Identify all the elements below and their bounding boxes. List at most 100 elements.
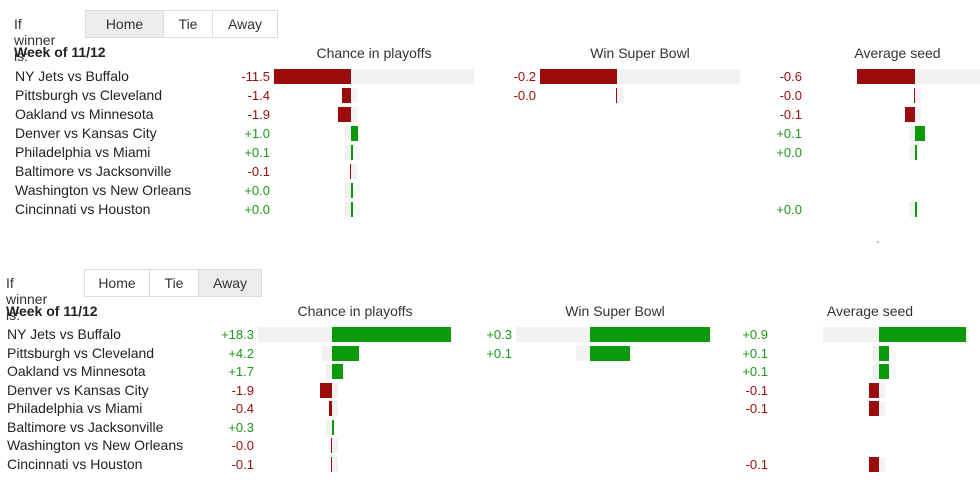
change-bar (879, 364, 889, 379)
bar-track (345, 183, 353, 198)
change-value: -0.1 (745, 456, 768, 472)
game-label: Washington vs New Orleans (15, 182, 192, 198)
change-value: -11.5 (241, 69, 270, 84)
change-bar (332, 364, 344, 379)
change-value: +0.3 (228, 419, 254, 435)
bar-track (909, 202, 917, 217)
bar-track (615, 88, 623, 103)
change-value: -0.0 (779, 88, 802, 103)
bar-track (326, 419, 334, 435)
change-bar (273, 69, 351, 84)
game-label: Cincinnati vs Houston (15, 201, 151, 217)
change-bar (329, 401, 332, 416)
column-header-0: Chance in playoffs (316, 45, 432, 61)
change-value: -0.4 (231, 401, 254, 416)
change-value: -0.0 (513, 88, 536, 103)
change-bar (349, 164, 351, 179)
change-value: -0.1 (231, 456, 254, 472)
change-bar (879, 327, 967, 342)
toggle-label: If winner is: (14, 16, 56, 64)
change-bar (869, 401, 879, 416)
change-bar (319, 382, 332, 398)
bar-track (330, 456, 338, 472)
change-bar (332, 419, 334, 435)
change-bar (332, 327, 451, 342)
change-bar (905, 107, 915, 122)
column-header-2: Average seed (854, 45, 941, 61)
game-label: Baltimore vs Jacksonville (15, 163, 172, 179)
change-bar (879, 345, 889, 361)
column-header-1: Win Super Bowl (590, 45, 690, 61)
toggle-label: If winner is: (6, 275, 48, 323)
change-value: +4.2 (228, 345, 254, 361)
change-bar (915, 202, 917, 217)
game-label: Philadelphia vs Miami (15, 144, 151, 160)
change-bar (351, 183, 353, 198)
change-value: -0.0 (231, 438, 254, 453)
column-header-1: Win Super Bowl (565, 303, 665, 319)
change-value: +18.3 (221, 327, 254, 342)
column-header-2: Average seed (826, 303, 914, 319)
winner-option-away-button[interactable]: Away (199, 269, 262, 297)
change-bar (590, 327, 710, 342)
game-label: Denver vs Kansas City (15, 125, 157, 141)
change-bar (351, 145, 353, 160)
change-value: +0.1 (244, 145, 270, 160)
change-value: +0.1 (742, 345, 768, 361)
change-bar (913, 88, 915, 103)
change-value: -0.1 (247, 164, 270, 179)
bar-track (913, 88, 921, 103)
change-value: +0.0 (244, 183, 270, 198)
winner-option-home-button[interactable]: Home (84, 269, 150, 297)
change-value: +0.1 (776, 126, 802, 141)
game-label: NY Jets vs Buffalo (7, 326, 121, 342)
game-label: Pittsburgh vs Cleveland (15, 87, 163, 103)
week-title: Week of 11/12 (6, 303, 98, 319)
winner-option-tie-button[interactable]: Tie (164, 10, 213, 38)
game-label: Oakland vs Minnesota (7, 363, 146, 379)
change-bar (590, 345, 630, 361)
change-bar (869, 456, 879, 472)
scroll-marker (877, 241, 879, 243)
change-bar (330, 456, 332, 472)
change-bar (915, 145, 917, 160)
change-value: +1.0 (244, 126, 270, 141)
change-value: -0.1 (779, 107, 802, 122)
game-label: Cincinnati vs Houston (7, 455, 143, 472)
change-bar (615, 88, 617, 103)
winner-option-tie-button[interactable]: Tie (150, 269, 199, 297)
change-bar (915, 126, 925, 141)
change-bar (351, 126, 358, 141)
change-bar (856, 69, 915, 84)
change-value: -0.1 (745, 401, 768, 416)
bar-track (909, 145, 917, 160)
change-bar (869, 382, 879, 398)
game-label: Denver vs Kansas City (7, 381, 149, 398)
change-bar (332, 345, 360, 361)
bar-track (349, 164, 357, 179)
change-value: +0.3 (486, 327, 512, 342)
bar-track (345, 145, 353, 160)
week-title: Week of 11/12 (14, 44, 106, 60)
bar-track (329, 401, 338, 416)
column-header-0: Chance in playoffs (297, 303, 413, 319)
change-value: +0.0 (244, 202, 270, 217)
change-value: -1.9 (231, 382, 254, 398)
change-value: +0.9 (742, 327, 768, 342)
game-label: Pittsburgh vs Cleveland (7, 344, 155, 361)
winner-option-home-button[interactable]: Home (85, 10, 164, 38)
change-value: -1.4 (247, 88, 270, 103)
game-label: Oakland vs Minnesota (15, 106, 154, 122)
bar-track (330, 438, 338, 453)
change-bar (351, 202, 353, 217)
game-label: Washington vs New Orleans (7, 437, 184, 453)
game-label: NY Jets vs Buffalo (15, 68, 129, 84)
change-value: -1.9 (247, 107, 270, 122)
change-value: +0.0 (776, 145, 802, 160)
change-value: -0.1 (745, 382, 768, 398)
winner-option-away-button[interactable]: Away (213, 10, 278, 38)
change-bar (341, 88, 351, 103)
bar-track (345, 202, 353, 217)
game-label: Baltimore vs Jacksonville (7, 418, 164, 435)
change-value: +0.0 (776, 202, 802, 217)
